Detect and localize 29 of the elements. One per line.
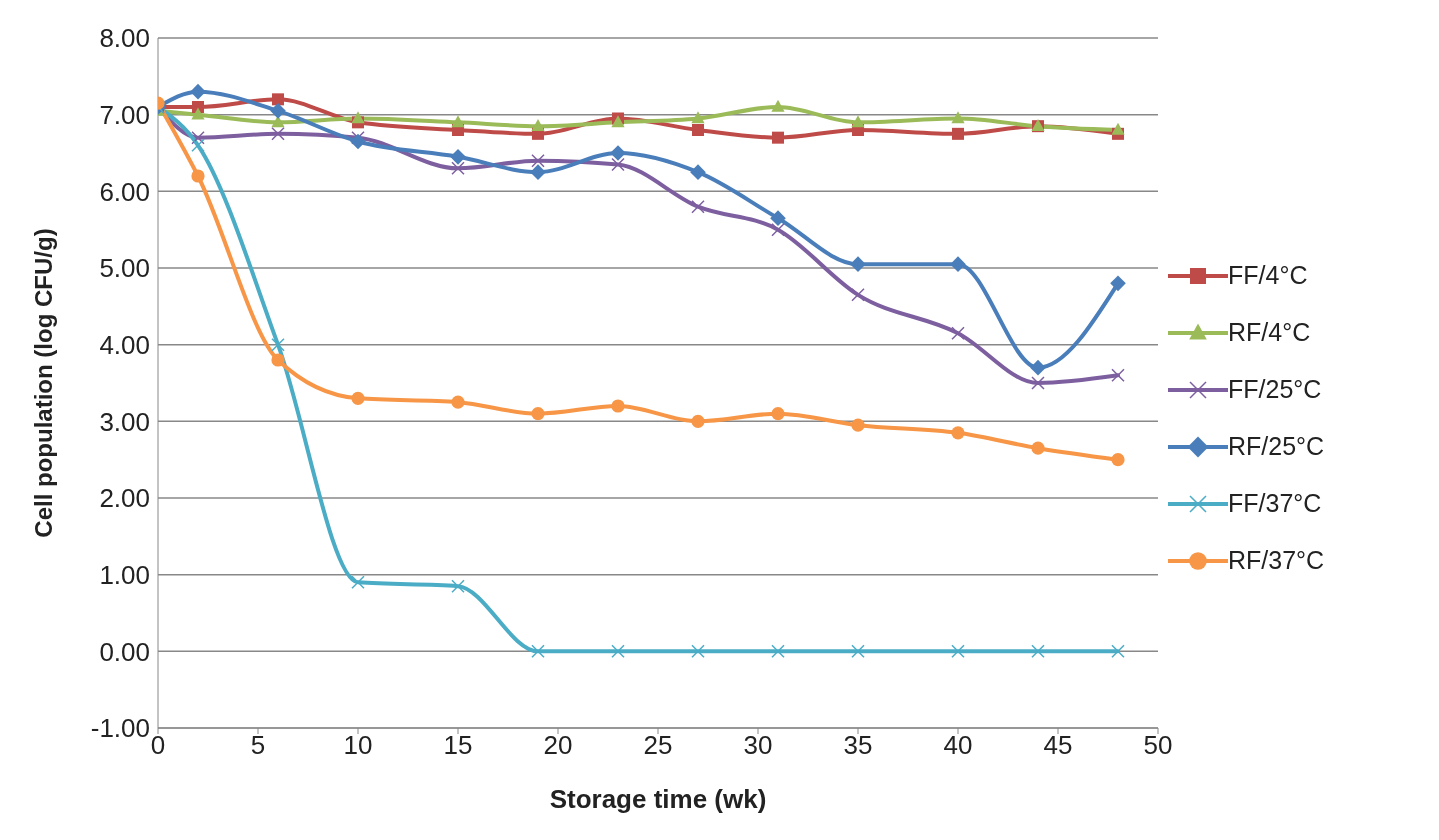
x-tick-label: 50: [1143, 730, 1173, 761]
y-tick-label: 5.00: [99, 253, 150, 284]
x-axis-title: Storage time (wk): [549, 784, 767, 814]
y-tick-label: 6.00: [99, 176, 150, 207]
legend-label: RF/4°C: [1228, 318, 1311, 347]
x-tick-label: 30: [743, 730, 773, 761]
y-tick-label: 8.00: [99, 23, 150, 54]
legend-label: FF/4°C: [1228, 261, 1308, 290]
legend-label: FF/25°C: [1228, 375, 1322, 404]
y-tick-label: -1.00: [90, 713, 150, 744]
x-tick-label: 10: [343, 730, 373, 761]
y-tick-label: 3.00: [99, 406, 150, 437]
y-tick-label: 1.00: [99, 559, 150, 590]
legend-label: RF/25°C: [1228, 432, 1325, 461]
x-tick-label: 40: [943, 730, 973, 761]
x-tick-label: 5: [250, 730, 266, 761]
legend-label: RF/37°C: [1228, 546, 1325, 575]
y-axis-title: Cell population (log CFU/g): [29, 228, 57, 538]
y-tick-label: 0.00: [99, 636, 150, 667]
x-tick-label: 15: [443, 730, 473, 761]
x-tick-label: 20: [543, 730, 573, 761]
x-tick-label: 35: [843, 730, 873, 761]
x-tick-label: 0: [150, 730, 166, 761]
y-tick-label: 4.00: [99, 329, 150, 360]
x-tick-label: 25: [643, 730, 673, 761]
x-tick-label: 45: [1043, 730, 1073, 761]
y-tick-label: 7.00: [99, 99, 150, 130]
legend-label: FF/37°C: [1228, 489, 1322, 518]
y-tick-label: 2.00: [99, 483, 150, 514]
